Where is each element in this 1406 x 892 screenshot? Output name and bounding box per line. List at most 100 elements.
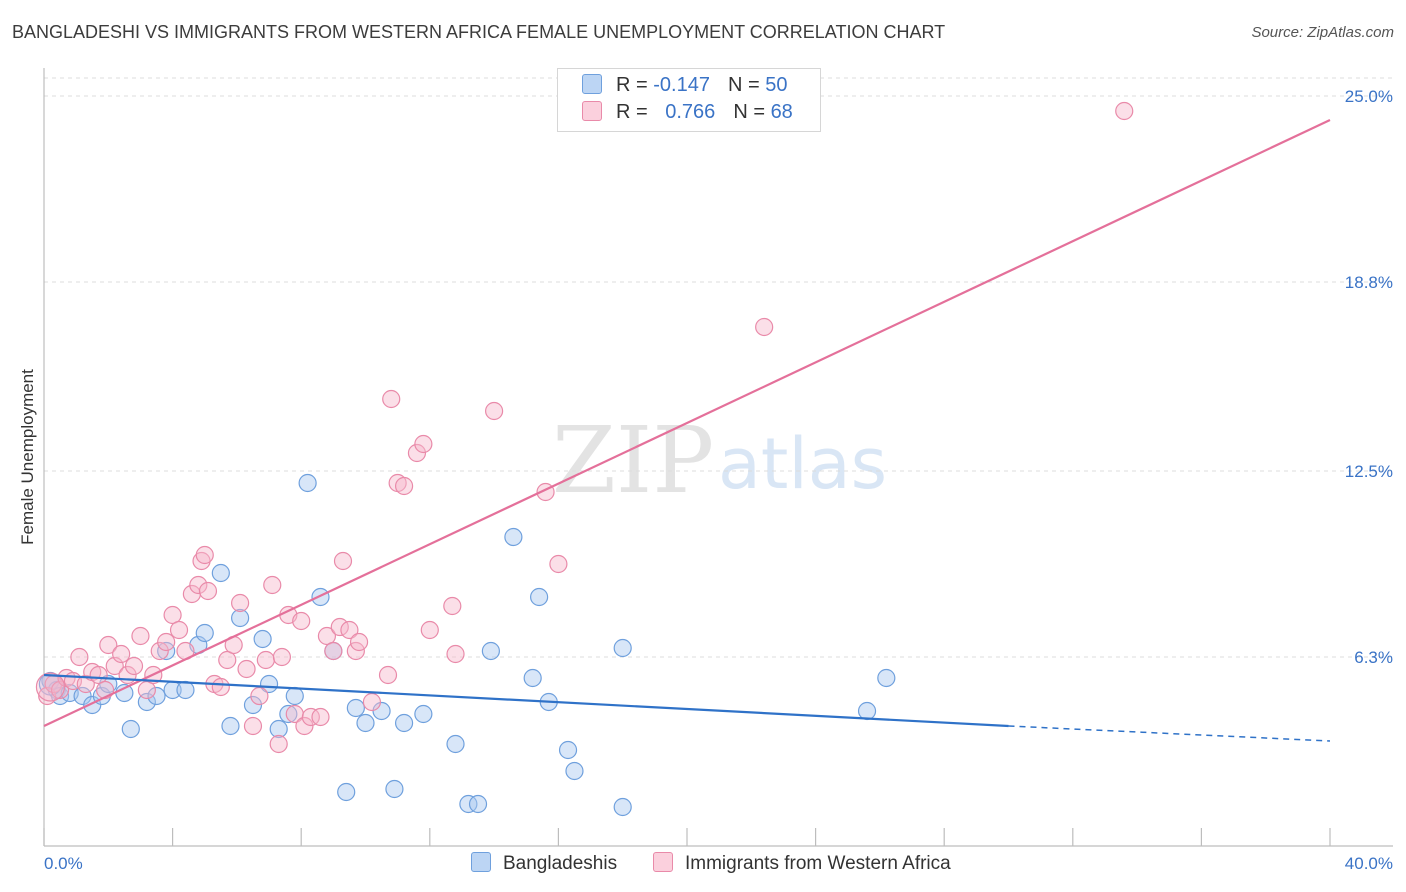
point-bangladeshis [877,668,896,688]
legend-item-bangladeshis[interactable]: Bangladeshis [471,852,617,875]
legend-r-label: R = [616,101,654,123]
point-western-africa [189,575,208,595]
source-label: Source: ZipAtlas.com [1251,24,1394,41]
point-western-africa [549,554,568,574]
point-western-africa [378,665,398,685]
point-western-africa [349,632,369,652]
x-tick-label-min: 0.0% [44,854,83,873]
point-bangladeshis [523,668,542,688]
point-bangladeshis [337,782,356,802]
point-bangladeshis [195,623,214,643]
point-western-africa [124,656,144,676]
correlation-legend: R = -0.147 N = 50 R = 0.766 N = 68 [557,68,821,132]
point-bangladeshis [285,686,304,706]
point-western-africa [446,644,465,664]
point-western-africa [70,647,89,667]
point-western-africa [755,317,774,337]
point-bangladeshis [385,779,404,799]
point-bangladeshis [147,686,166,706]
point-bangladeshis [446,734,465,754]
point-bangladeshis [613,638,632,658]
point-western-africa [340,620,359,640]
point-bangladeshis [298,473,317,493]
watermark: ZIP atlas [552,407,887,514]
y-axis-label: Female Unemployment [18,369,37,545]
point-western-africa [243,716,263,736]
legend-swatch-blue [582,74,602,94]
legend-row-western-africa: R = 0.766 N = 68 [582,101,793,127]
point-western-africa [420,620,439,640]
point-bangladeshis [121,719,140,739]
point-bangladeshis [530,587,549,607]
legend-item-western-africa[interactable]: Immigrants from Western Africa [653,852,951,875]
point-western-africa [99,635,118,655]
point-western-africa [157,632,176,652]
y-tick-label: 25.0% [1345,87,1393,106]
point-bangladeshis [565,761,584,781]
point-bangladeshis [857,701,877,721]
point-bangladeshis [269,719,288,739]
point-bangladeshis [253,629,272,649]
point-bangladeshis [613,797,632,817]
point-western-africa [195,545,214,565]
legend-n-value: 68 [770,101,793,123]
point-western-africa [311,707,330,727]
point-western-africa [263,575,282,595]
x-tick-label-max: 40.0% [1345,854,1393,873]
point-bangladeshis [279,704,298,724]
point-western-africa [231,593,250,613]
point-bangladeshis [231,608,250,628]
point-bangladeshis [468,794,488,814]
point-western-africa [485,401,504,421]
point-bangladeshis [176,680,195,700]
point-western-africa [269,734,288,754]
trend-line-western-africa [43,119,1331,727]
point-bangladeshis [259,674,279,694]
point-western-africa [237,659,256,679]
point-western-africa [324,641,343,661]
point-western-africa [443,596,462,616]
point-western-africa [198,581,218,601]
point-western-africa [301,707,320,727]
legend-swatch-pink [582,101,602,121]
point-bangladeshis [211,563,230,583]
legend-row-bangladeshis: R = -0.147 N = 50 [582,74,787,100]
legend-r-value: 0.766 [665,101,716,123]
trend-line-bangladeshis [43,673,1009,728]
point-western-africa [131,626,150,646]
legend-label-bangladeshis: Bangladeshis [503,853,618,874]
legend-n-value: 50 [765,74,788,96]
axes [43,68,1393,847]
chart-title: BANGLADESHI VS IMMIGRANTS FROM WESTERN A… [12,22,946,42]
x-tick-marks [43,828,1331,846]
point-bangladeshis [481,641,500,661]
point-western-africa [362,692,382,712]
point-western-africa [89,665,108,685]
watermark-zip: ZIP [552,407,714,514]
point-bangladeshis [459,794,478,814]
point-western-africa [317,626,337,646]
point-western-africa [382,389,401,409]
y-tick-label: 12.5% [1345,462,1393,481]
y-tick-label: 6.3% [1354,648,1393,667]
point-bangladeshis [356,713,375,733]
point-western-africa [1115,101,1134,121]
legend-swatch-pink [653,852,673,872]
point-western-africa [35,672,66,702]
point-western-africa [163,605,182,625]
legend-n-label: N = [727,74,766,96]
y-tick-labels: 6.3% 12.5% 18.8% 25.0% [1345,87,1393,667]
legend-label-western-africa: Immigrants from Western Africa [685,853,951,874]
point-bangladeshis [504,527,523,547]
y-tick-label: 18.8% [1345,273,1393,292]
point-western-africa [218,650,237,670]
watermark-atlas: atlas [718,423,887,505]
legend-r-value: -0.147 [653,74,710,96]
point-western-africa [295,716,314,736]
point-bangladeshis [346,698,365,718]
trend-lines [43,119,1331,742]
point-western-africa [414,434,433,454]
legend-swatch-blue [471,852,491,872]
point-western-africa [169,620,189,640]
